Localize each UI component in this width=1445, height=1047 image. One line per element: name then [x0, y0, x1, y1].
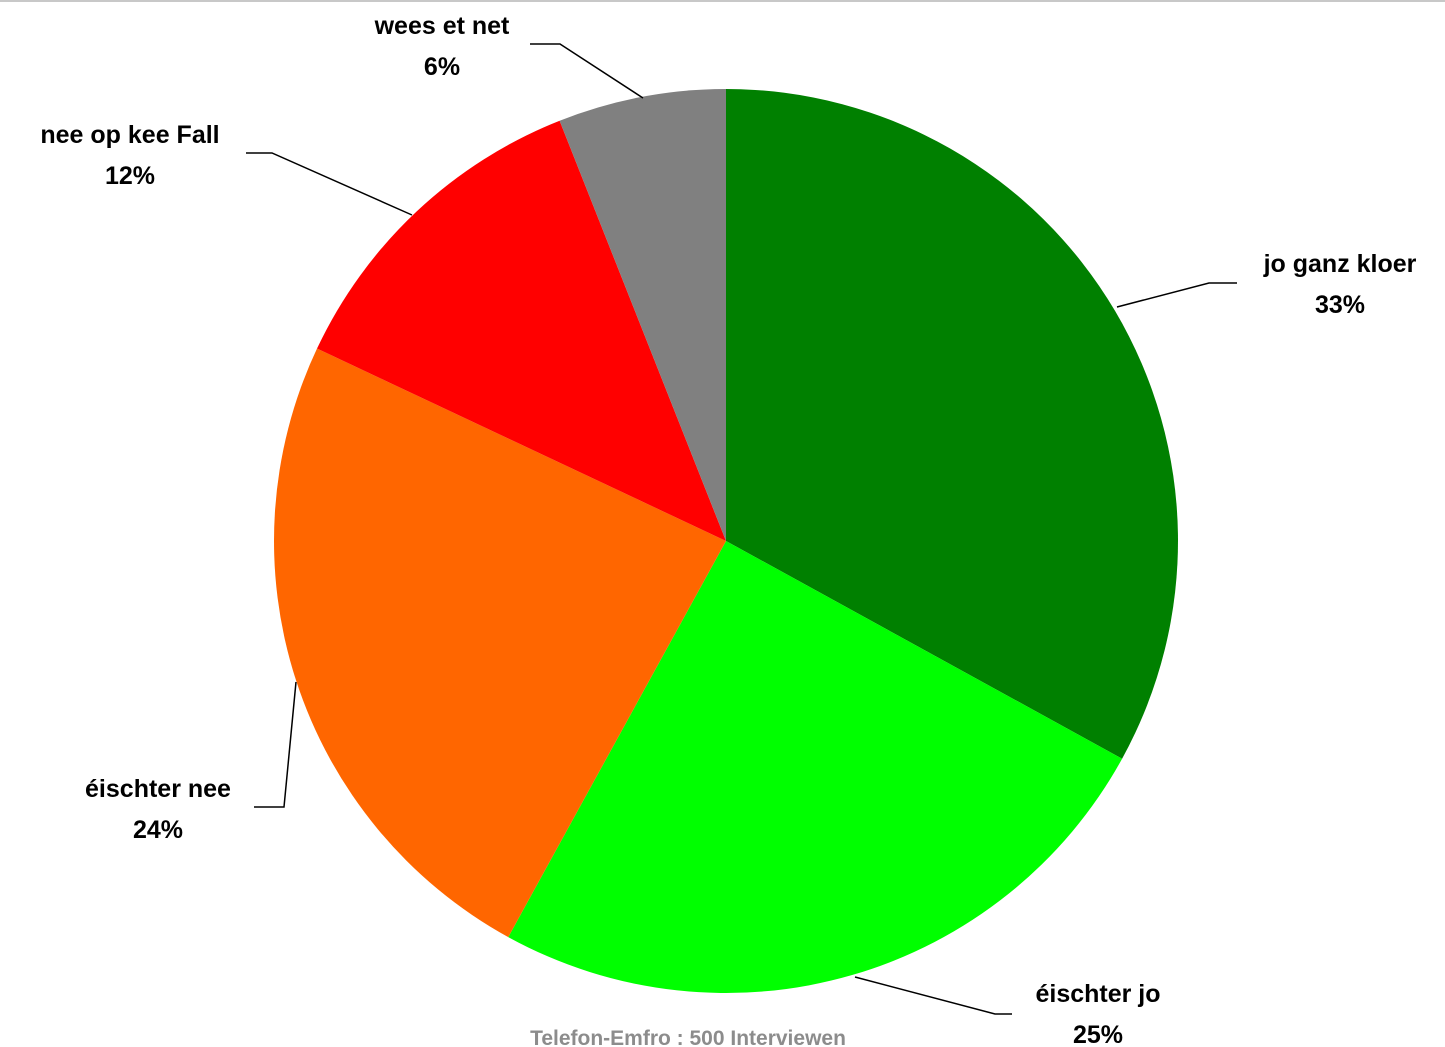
pie-slice--ischter-nee	[274, 348, 726, 938]
slice-label: éischter nee	[85, 775, 231, 803]
slice-value-label: 25%	[1073, 1021, 1123, 1047]
leader-line	[1116, 282, 1237, 308]
slice-labels: jo ganz kloer 33% éischter jo 25% éischter n…	[40, 12, 1416, 1047]
slice-label: wees et net	[374, 12, 510, 40]
slice-label: éischter jo	[1035, 980, 1160, 1008]
pie-slice--ischter-jo	[508, 541, 1123, 993]
footnote: Telefon-Emfro : 500 Interviewen	[530, 1027, 846, 1047]
slice-label: jo ganz kloer	[1263, 250, 1417, 278]
slice-value-label: 33%	[1315, 291, 1365, 319]
slice-value-label: 12%	[105, 162, 155, 190]
leader-line	[254, 681, 297, 808]
pie-slice-jo-ganz-kloer	[726, 89, 1178, 759]
slice-label: nee op kee Fall	[40, 121, 219, 149]
pie-slices	[274, 89, 1178, 993]
leader-line	[530, 43, 644, 99]
pie-slice-nee-op-kee-fall	[317, 120, 726, 542]
leader-lines	[246, 43, 1237, 1015]
slice-value-label: 6%	[424, 53, 460, 81]
leader-line	[246, 152, 413, 216]
leader-line	[854, 976, 1012, 1015]
pie-slice-wees-et-net	[559, 89, 726, 541]
slice-value-label: 24%	[133, 816, 183, 844]
